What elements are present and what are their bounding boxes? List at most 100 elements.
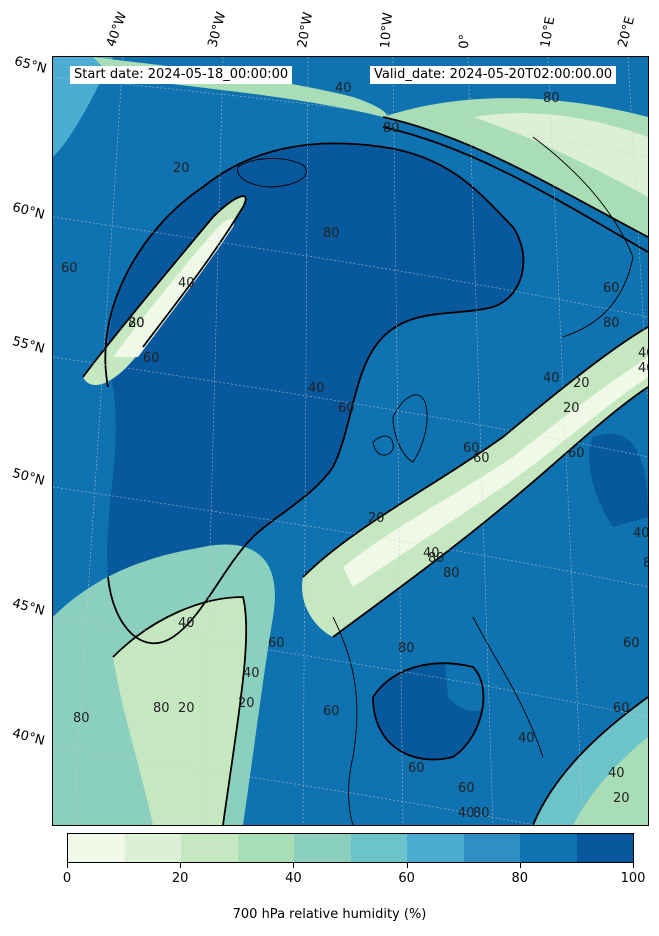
contour-value-label: 80 bbox=[473, 806, 490, 821]
colorbar-tick bbox=[67, 863, 68, 868]
contour-value-label: 40 bbox=[243, 666, 260, 681]
colorbar-segment bbox=[294, 834, 351, 862]
contour-value-label: 60 bbox=[143, 351, 160, 366]
contour-value-label: 80 bbox=[643, 556, 648, 571]
lon-label-10e: 10°E bbox=[538, 15, 559, 49]
graticule-lat-55 bbox=[53, 356, 648, 458]
map-panel: 4080806020204060802060406080402060804020… bbox=[52, 56, 649, 826]
contour-value-label: 60 bbox=[623, 636, 640, 651]
lat-label-45n: 45°N bbox=[10, 596, 47, 619]
colorbar-segment bbox=[68, 834, 125, 862]
contour-value-label: 60 bbox=[408, 761, 425, 776]
graticule-lat-65 bbox=[53, 76, 648, 158]
dry-core-sw bbox=[113, 597, 247, 825]
contour-se bbox=[532, 696, 648, 825]
contour-value-label: 60 bbox=[268, 636, 285, 651]
contour-value-label: 20 bbox=[238, 696, 255, 711]
graticule-lon-40w bbox=[72, 57, 124, 825]
colorbar-segment bbox=[407, 834, 464, 862]
contour-value-label: 60 bbox=[458, 781, 475, 796]
contour-value-label: 40 bbox=[423, 546, 440, 561]
graticule-lat-45 bbox=[53, 616, 648, 718]
band-se-dry bbox=[573, 737, 648, 825]
colorbar-segment bbox=[463, 834, 520, 862]
contour-value-label: 40 bbox=[638, 361, 648, 376]
contour-value-label: 80 bbox=[398, 641, 415, 656]
colorbar bbox=[67, 833, 634, 863]
contour-value-label: 20 bbox=[613, 791, 630, 806]
lat-label-55n: 55°N bbox=[10, 334, 47, 357]
graticule-lat-50 bbox=[53, 486, 648, 588]
colorbar-segment bbox=[576, 834, 633, 862]
lat-label-65n: 65°N bbox=[12, 54, 49, 77]
contour-value-label: 40 bbox=[458, 806, 475, 821]
graticule-lon-10e bbox=[547, 57, 584, 825]
contour-value-label: 80 bbox=[543, 91, 560, 106]
contour-value-label: 40 bbox=[608, 766, 625, 781]
contour-value-label: 60 bbox=[613, 701, 630, 716]
contour-value-label: 60 bbox=[61, 261, 78, 276]
coast-norway bbox=[532, 136, 634, 338]
colorbar-segment bbox=[181, 834, 238, 862]
contour-value-label: 20 bbox=[173, 161, 190, 176]
coast-italy bbox=[472, 616, 544, 758]
coastlines bbox=[237, 136, 634, 825]
contour-value-label: 40 bbox=[543, 371, 560, 386]
colorbar-tick bbox=[293, 863, 295, 868]
colorbar-tick-label: 60 bbox=[398, 871, 415, 886]
graticule-lon-20w bbox=[302, 57, 309, 825]
valid-date-label: Valid_date: 2024-05-20T02:00:00.00 bbox=[370, 66, 617, 84]
colorbar-tick bbox=[406, 863, 408, 868]
contour-value-label: 40 bbox=[638, 346, 648, 361]
graticule-lon-20e bbox=[627, 57, 648, 404]
graticule-lon-0 bbox=[467, 57, 494, 825]
coast-ireland bbox=[372, 435, 394, 456]
colorbar-segment bbox=[237, 834, 294, 862]
graticule bbox=[53, 57, 648, 825]
contour-value-label: 80 bbox=[323, 226, 340, 241]
colorbar-tick-label: 80 bbox=[511, 871, 529, 886]
contour-value-label: 40 bbox=[308, 381, 325, 396]
contour-north-sea-2 bbox=[382, 126, 648, 253]
contour-med bbox=[372, 662, 485, 761]
contour-value-label: 80 bbox=[428, 551, 445, 566]
colorbar-tick-label: 40 bbox=[285, 871, 302, 886]
graticule-lat-60 bbox=[53, 216, 648, 318]
graticule-lat-40 bbox=[53, 746, 537, 825]
contour-value-label: 20 bbox=[573, 376, 590, 391]
contour-value-label: 80 bbox=[153, 701, 170, 716]
contour-value-label: 20 bbox=[563, 401, 580, 416]
colorbar-tick bbox=[519, 863, 521, 868]
contour-value-label: 60 bbox=[603, 281, 620, 296]
contour-value-label: 80 bbox=[383, 121, 400, 136]
humidity-contour-map: 4080806020204060802060406080402060804020… bbox=[53, 57, 648, 825]
contour-40-nw bbox=[82, 195, 247, 378]
dry-core-nw bbox=[113, 218, 235, 357]
contour-value-label: 80 bbox=[128, 316, 145, 331]
graticule-lon-30w bbox=[202, 57, 224, 825]
coast-iberia bbox=[332, 616, 358, 825]
lat-label-60n: 60°N bbox=[10, 200, 47, 223]
contour-value-label: 60 bbox=[568, 446, 585, 461]
colorbar-tick bbox=[633, 863, 634, 868]
lon-label-30w: 30°W bbox=[205, 10, 230, 49]
contour-value-label: 40 bbox=[178, 276, 195, 291]
contour-value-label: 20 bbox=[178, 701, 195, 716]
colorbar-tick-label: 20 bbox=[171, 871, 189, 886]
contour-value-label: 20 bbox=[368, 511, 385, 526]
coast-iceland bbox=[237, 157, 307, 188]
contour-value-label: 60 bbox=[323, 704, 340, 719]
lat-label-40n: 40°N bbox=[10, 726, 47, 749]
band-norway-dry bbox=[473, 113, 648, 197]
colorbar-segment bbox=[520, 834, 577, 862]
contour-lines bbox=[82, 116, 648, 825]
moist-region-med-central bbox=[443, 634, 503, 711]
contour-value-label: 60 bbox=[473, 451, 490, 466]
contour-value-label: 60 bbox=[463, 441, 480, 456]
contour-value-label: 80 bbox=[73, 711, 90, 726]
lon-label-20e: 20°E bbox=[615, 14, 639, 50]
coast-britain bbox=[392, 394, 428, 463]
contour-value-label: 60 bbox=[338, 401, 355, 416]
contour-value-label: 40 bbox=[518, 731, 535, 746]
colorbar-tick-label: 0 bbox=[62, 871, 72, 886]
